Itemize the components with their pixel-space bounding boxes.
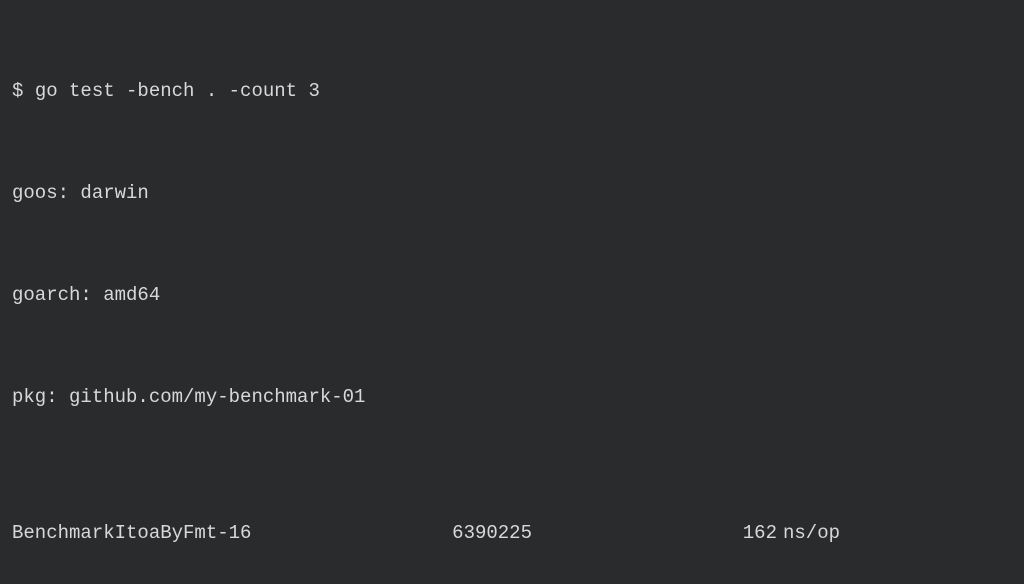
command-line: $ go test -bench . -count 3 xyxy=(12,74,1012,108)
command-text: go test -bench . -count 3 xyxy=(35,80,320,102)
goos-line: goos: darwin xyxy=(12,176,1012,210)
benchmark-iterations: 6390225 xyxy=(382,516,532,550)
prompt-symbol: $ xyxy=(12,80,35,102)
benchmark-name: BenchmarkItoaByFmt-16 xyxy=(12,516,382,550)
spacer xyxy=(532,516,702,550)
goarch-line: goarch: amd64 xyxy=(12,278,1012,312)
terminal-output: $ go test -bench . -count 3 goos: darwin… xyxy=(0,0,1024,584)
benchmark-unit: ns/op xyxy=(777,516,840,550)
pkg-line: pkg: github.com/my-benchmark-01 xyxy=(12,380,1012,414)
benchmark-ns: 162 xyxy=(702,516,777,550)
benchmark-row: BenchmarkItoaByFmt-166390225 162ns/op xyxy=(12,516,1012,550)
